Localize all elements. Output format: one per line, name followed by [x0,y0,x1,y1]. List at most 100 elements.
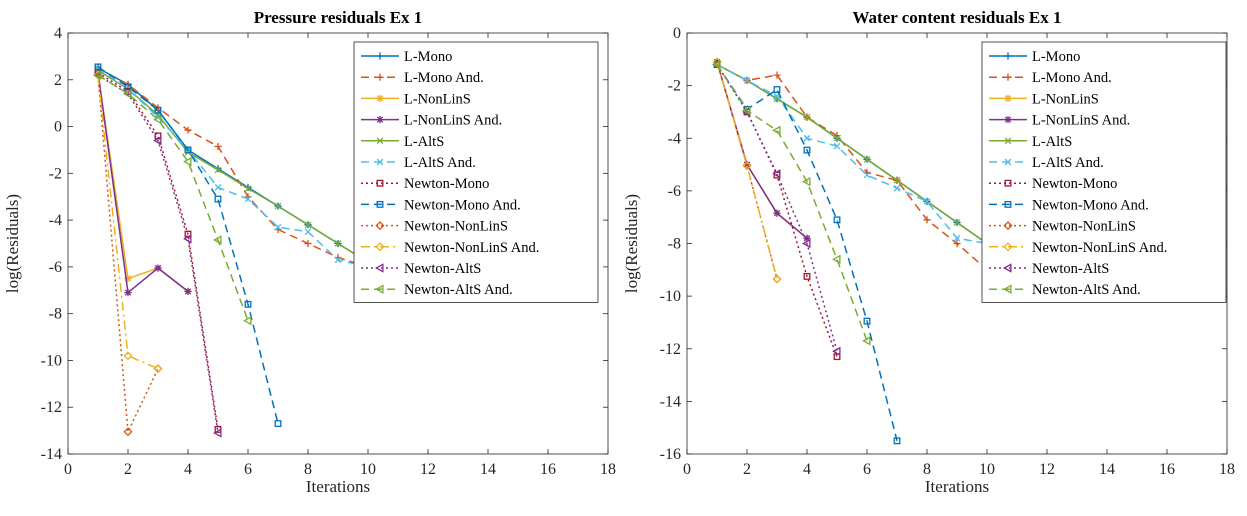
legend: L-Mono L-Mono And. L-NonLinS L-NonLinS And.… [981,41,1227,303]
legend-marker [1003,284,1012,294]
data-point [214,195,222,203]
x-axis-label: Iterations [306,477,370,496]
legend-label: Newton-AltS And. [1032,282,1141,298]
legend-label: Newton-NonLinS [404,219,508,235]
data-point [863,155,871,163]
x-tick-label: 8 [923,461,931,478]
legend-label: L-AltS [1032,134,1072,150]
x-tick-label: 0 [64,461,72,478]
legend-marker [376,52,384,60]
legend-label: Newton-Mono And. [1032,197,1149,213]
data-point [803,146,811,154]
y-tick-label: -2 [49,165,62,182]
y-tick-label: -14 [660,393,681,410]
data-point [153,135,162,146]
y-tick-label: -6 [668,183,681,200]
data-point [183,234,192,244]
legend-marker [375,263,384,273]
series-line-9 [97,75,159,370]
legend-box [981,41,1227,303]
y-axis-label: log(Residuals) [3,194,22,293]
data-point [214,184,222,191]
x-tick-label: 12 [1039,461,1055,478]
x-tick-label: 10 [979,461,995,478]
y-tick-label: -10 [41,352,62,369]
data-point [773,71,781,79]
legend-marker [1004,179,1012,187]
data-point [772,125,781,136]
data-point [93,70,102,80]
series-line-10 [97,74,219,434]
y-tick-label: -8 [49,306,62,323]
legend-marker [376,137,384,145]
x-tick-label: 16 [1159,461,1175,478]
legend-label: L-Mono [404,49,452,65]
data-point [274,420,282,428]
data-point [124,289,132,297]
data-point [773,86,781,94]
data-point [153,114,162,125]
legend-label: Newton-NonLinS [1032,219,1136,235]
data-point [893,177,901,184]
y-tick-label: -16 [660,446,681,463]
data-point [832,254,841,264]
y-tick-label: -2 [668,78,681,95]
legend-label: L-Mono [1032,49,1080,65]
y-tick-label: -14 [41,446,62,463]
data-point [862,336,871,346]
water-content-residuals-chart: 0 2 4 6 8 10 12 14 16 18 0 -2 -4 -6 -8 -10 -12 -14 -16 Wate… [622,8,1235,496]
data-point [802,176,811,187]
y-tick-label: -6 [49,259,62,276]
data-point [274,223,282,231]
legend-marker [376,116,384,124]
x-tick-label: 0 [683,461,691,478]
legend-label: L-Mono And. [404,70,484,86]
legend-label: L-AltS And. [1032,155,1104,171]
data-point [833,216,841,224]
x-tick-label: 6 [244,461,252,478]
y-tick-label: -4 [49,212,62,229]
legend-marker [1003,263,1012,273]
legend-marker [375,284,384,294]
data-point [334,256,342,264]
legend-marker [376,158,384,166]
y-tick-label: -10 [660,288,681,305]
legend-label: Newton-AltS And. [404,282,513,298]
legend-label: L-NonLinS And. [1032,113,1130,129]
legend-label: Newton-AltS [1032,261,1109,277]
legend-label: L-AltS [404,134,444,150]
chart-title: Pressure residuals Ex 1 [254,8,423,27]
series-line-9 [716,61,778,280]
y-tick-label: -12 [41,399,62,416]
data-point [243,315,252,326]
legend-marker [375,221,385,231]
legend-marker [1003,242,1013,252]
legend-label: Newton-Mono [404,176,489,192]
data-point [743,77,751,84]
data-point [124,274,132,283]
data-point [184,126,192,134]
y-tick-label: 4 [54,25,62,42]
y-tick-label: 2 [54,72,62,89]
x-tick-label: 2 [743,461,751,478]
y-tick-label: 0 [673,25,681,42]
data-point [953,239,961,248]
legend-label: L-AltS And. [404,155,476,171]
series-line-3 [716,61,808,239]
data-point [214,166,222,174]
data-point [244,185,252,192]
data-point [923,216,931,224]
legend-marker [1004,116,1012,124]
data-point [184,287,192,296]
data-point [863,317,871,325]
data-point [953,234,961,242]
x-tick-label: 4 [803,461,811,478]
data-point [893,437,901,445]
legend-marker [375,242,385,252]
data-point [953,219,961,226]
data-point [213,235,222,245]
data-point [923,198,931,205]
data-point [772,274,782,284]
data-point [123,89,132,99]
data-point [833,134,841,142]
